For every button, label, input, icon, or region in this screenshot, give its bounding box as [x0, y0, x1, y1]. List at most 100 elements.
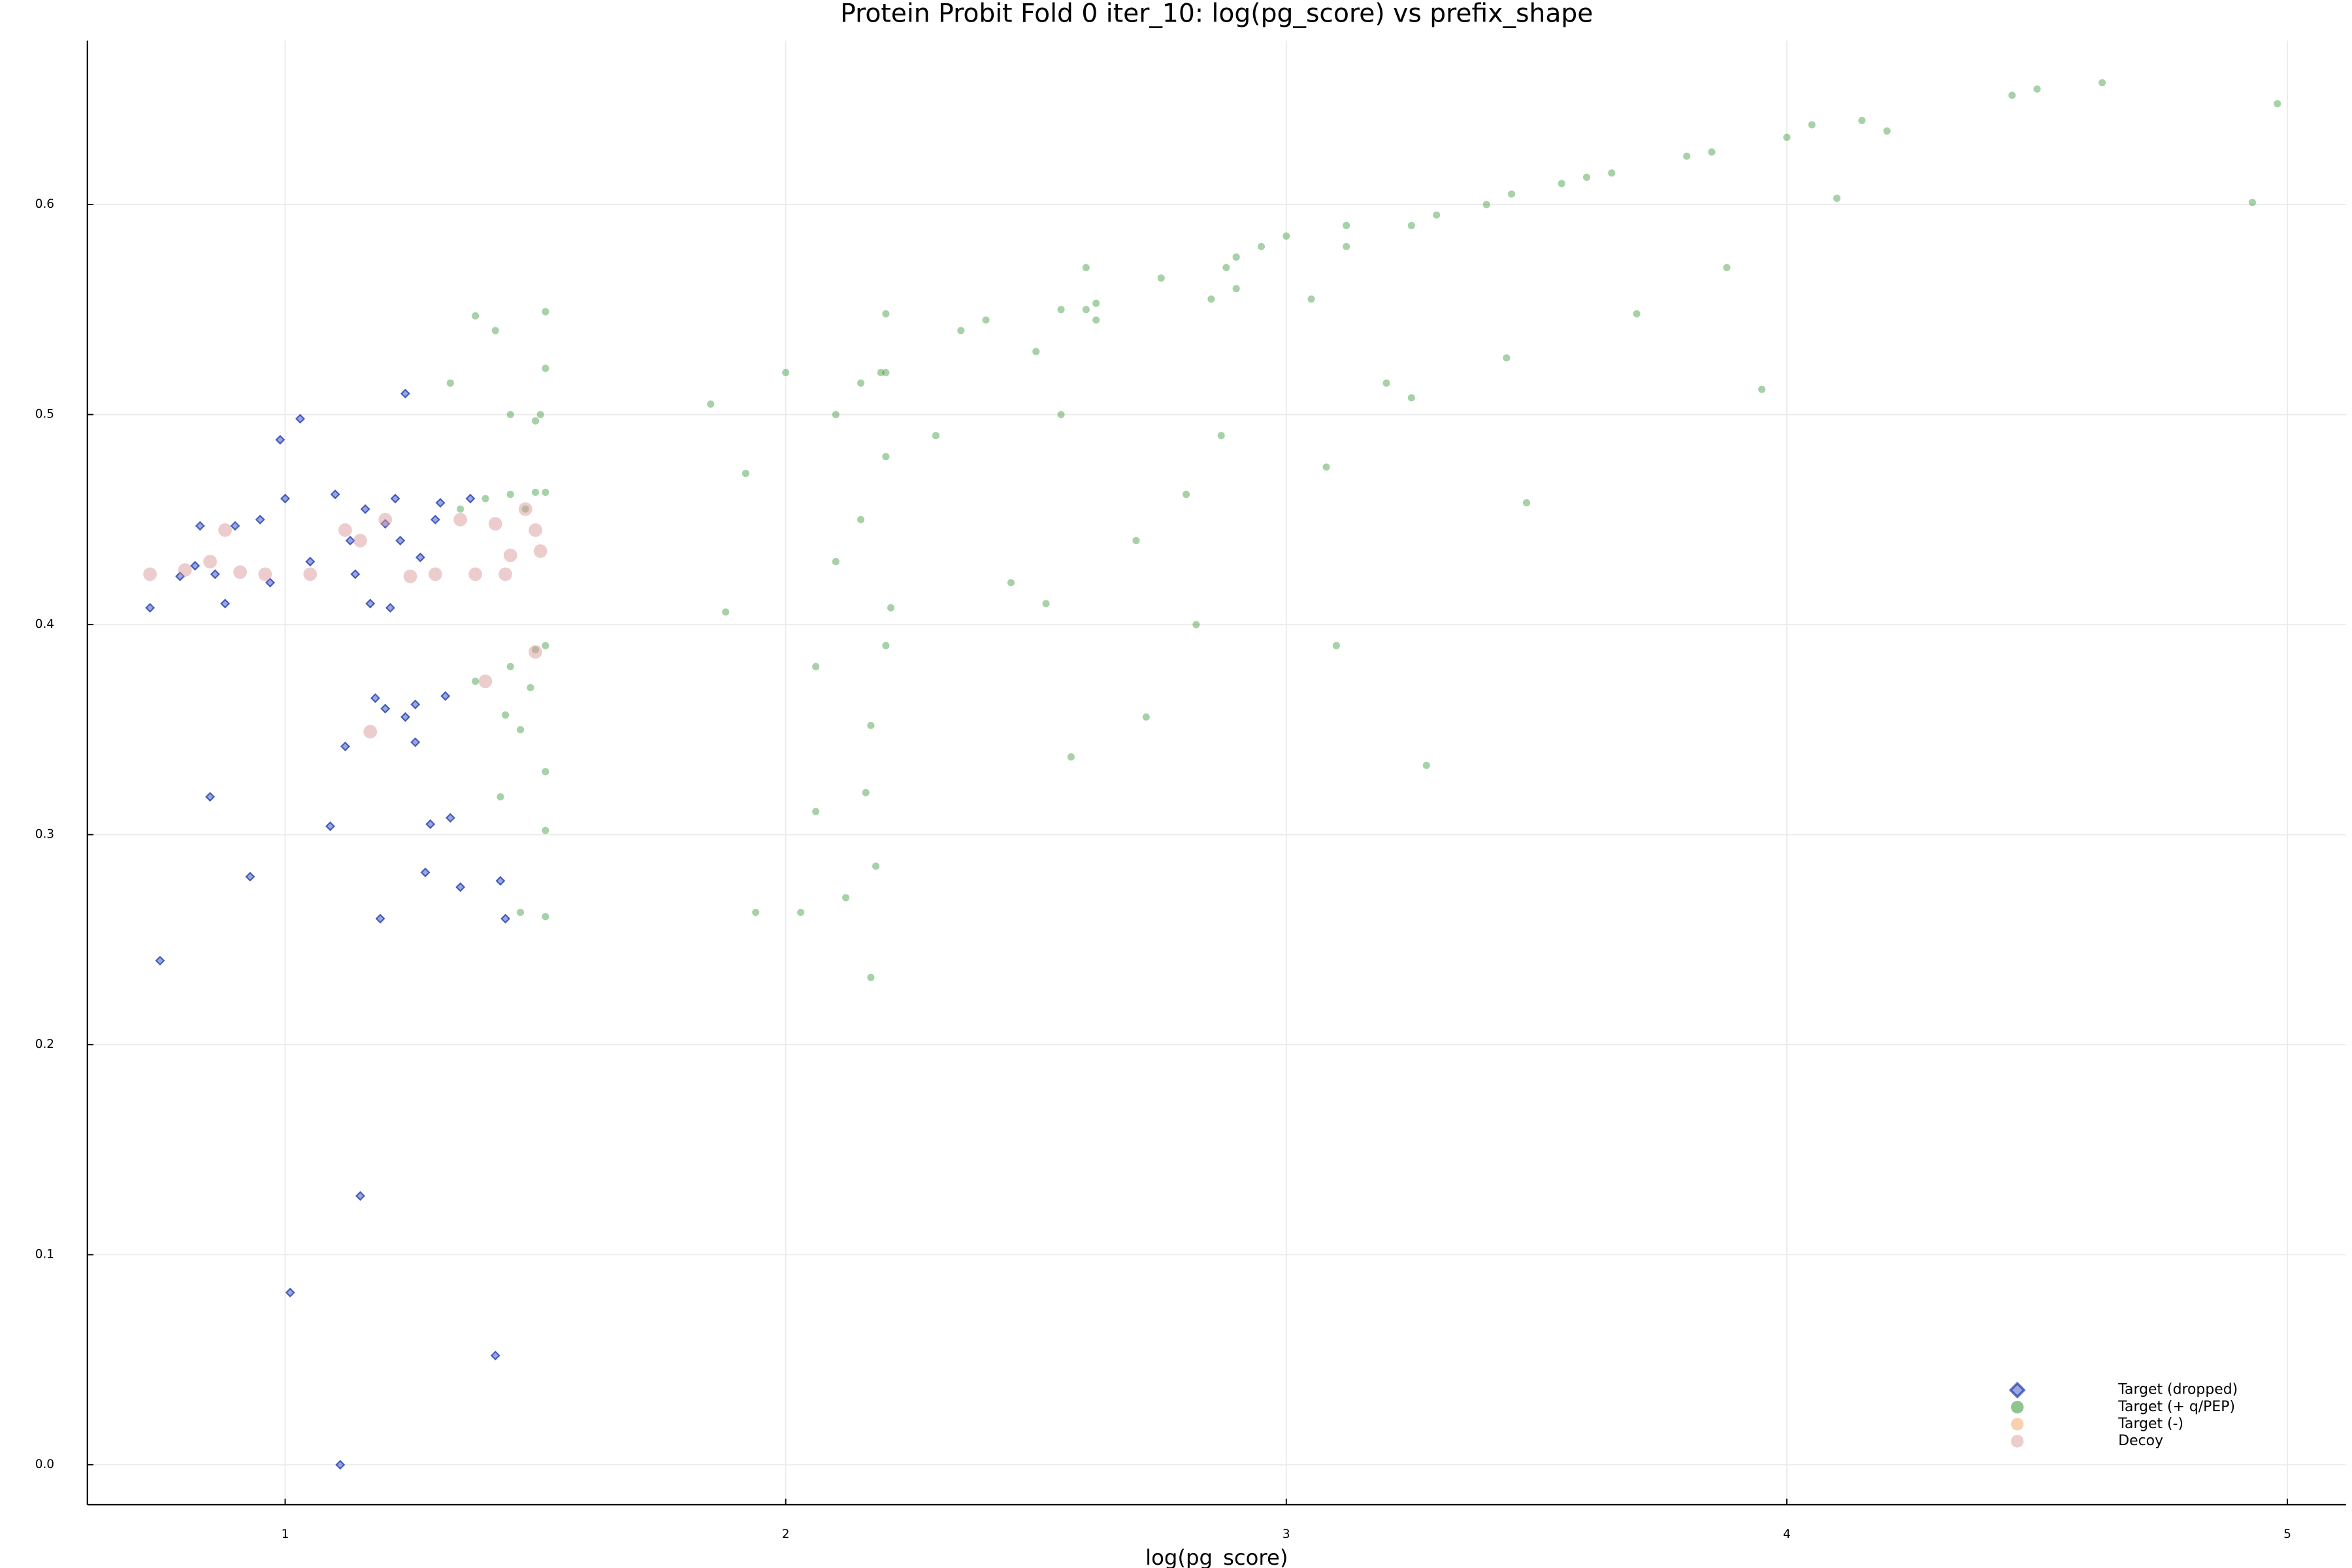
point	[1222, 263, 1230, 272]
point	[542, 642, 549, 649]
point	[255, 514, 265, 525]
point	[1207, 295, 1215, 303]
point	[517, 726, 525, 734]
point	[957, 327, 965, 335]
point	[1883, 127, 1891, 135]
point	[295, 414, 305, 424]
point	[1332, 642, 1340, 649]
point	[533, 544, 547, 558]
point	[1307, 295, 1315, 303]
point	[506, 662, 514, 670]
point	[403, 569, 417, 583]
point	[1503, 354, 1511, 362]
point	[1032, 348, 1040, 355]
point	[390, 493, 400, 504]
point	[2008, 91, 2016, 99]
point	[233, 565, 247, 580]
point	[370, 693, 380, 704]
legend-label: Decoy	[2118, 1433, 2163, 1449]
point	[453, 512, 468, 527]
point	[415, 552, 425, 563]
point	[472, 312, 480, 319]
point	[812, 808, 820, 815]
point	[488, 517, 502, 531]
point	[410, 737, 421, 747]
point	[2099, 79, 2106, 87]
point	[1343, 242, 1350, 250]
point	[842, 894, 850, 902]
y-tick-label: 0.1	[35, 1248, 54, 1262]
point	[707, 400, 715, 408]
point	[872, 862, 880, 870]
point	[360, 504, 370, 514]
point	[445, 813, 455, 823]
point	[425, 819, 436, 829]
point	[1508, 190, 1516, 198]
point	[353, 534, 367, 547]
point	[1217, 432, 1225, 440]
point	[400, 388, 410, 399]
point	[1633, 310, 1641, 318]
point	[882, 453, 890, 461]
point	[502, 711, 510, 719]
point	[205, 792, 216, 802]
point	[1523, 499, 1531, 507]
point	[1157, 274, 1165, 282]
point	[1407, 221, 1415, 229]
point	[503, 548, 517, 563]
point	[455, 882, 466, 892]
point	[542, 913, 549, 921]
point	[1407, 394, 1415, 402]
point	[887, 604, 895, 612]
point	[542, 488, 549, 497]
point	[867, 973, 875, 981]
point	[2033, 85, 2041, 93]
point	[1232, 285, 1240, 293]
x-tick-label: 1	[282, 1527, 289, 1541]
point	[542, 826, 549, 834]
point	[862, 789, 870, 796]
point	[375, 913, 385, 924]
point	[536, 411, 544, 419]
point	[857, 379, 865, 387]
point	[722, 608, 730, 616]
point	[498, 567, 512, 581]
point	[435, 498, 446, 508]
point	[529, 523, 542, 537]
point	[812, 662, 820, 670]
series	[143, 502, 547, 739]
point	[1322, 463, 1330, 471]
point	[1683, 152, 1691, 160]
point	[1092, 299, 1100, 307]
x-tick-label: 5	[2283, 1527, 2291, 1541]
point	[1422, 761, 1430, 769]
point	[882, 368, 890, 376]
point	[1192, 621, 1200, 629]
point	[380, 704, 391, 714]
point	[982, 316, 990, 324]
point	[472, 678, 480, 685]
y-tick-label: 0.4	[35, 617, 54, 631]
point	[490, 1350, 500, 1361]
x-tick-label: 3	[1282, 1527, 1290, 1541]
point	[245, 872, 255, 882]
grid	[87, 41, 2346, 1505]
point	[143, 567, 157, 581]
chart-title: Protein Probit Fold 0 iter_10: log(pg_sc…	[840, 0, 1593, 29]
point	[1232, 253, 1240, 261]
series	[446, 79, 2281, 981]
y-tick-label: 0.6	[35, 197, 54, 211]
point	[1132, 536, 1140, 544]
point	[378, 512, 393, 527]
point	[303, 567, 318, 581]
point	[465, 493, 476, 504]
point	[752, 908, 760, 917]
point	[210, 569, 220, 580]
point	[542, 308, 549, 316]
point	[468, 567, 483, 581]
point	[1067, 753, 1075, 761]
point	[325, 821, 335, 832]
point	[203, 555, 217, 568]
point	[280, 493, 290, 504]
point	[529, 645, 542, 659]
